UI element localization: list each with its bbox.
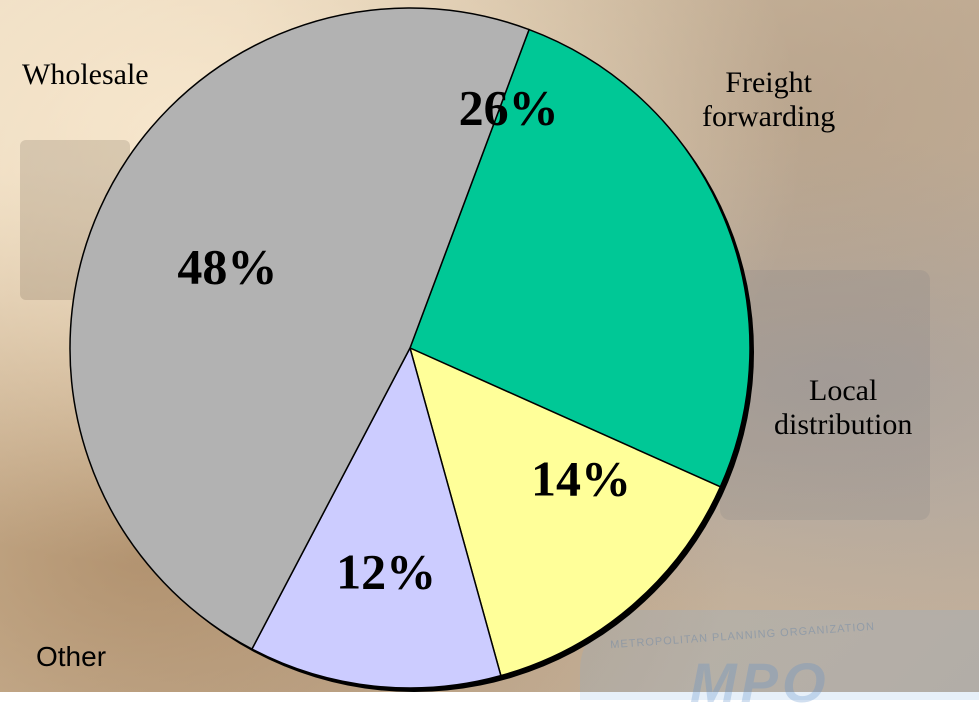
pie-value-label-local-distribution: 12%	[336, 544, 436, 600]
category-label-local-line2: distribution	[774, 408, 913, 441]
category-label-other-text: Other	[36, 641, 107, 672]
category-label-freight-line1: Freight	[725, 66, 812, 99]
category-label-local-distribution: Local distribution	[774, 374, 912, 442]
category-label-wholesale: Wholesale	[22, 58, 149, 92]
pie-slices	[69, 7, 754, 692]
pie-slice-other	[69, 7, 531, 651]
pie-chart: 26% 14% 12% 48%	[69, 7, 754, 692]
pie-slice-local-distribution	[250, 345, 502, 689]
pie-value-label-wholesale: 26%	[459, 79, 559, 135]
mpo-logo-badge	[580, 610, 979, 700]
pie-value-labels: 26% 14% 12% 48%	[177, 79, 631, 599]
pie-value-label-other: 48%	[177, 238, 277, 294]
pie-value-label-freight-forwarding: 14%	[531, 450, 631, 506]
category-label-freight-line2: forwarding	[702, 100, 836, 133]
pie-slice-freight-forwarding	[408, 346, 722, 677]
category-label-other: Other	[36, 640, 106, 674]
category-label-local-line1: Local	[809, 374, 878, 407]
category-label-freight-forwarding: Freight forwarding	[702, 66, 835, 134]
pie-slice-wholesale	[409, 28, 751, 488]
category-label-wholesale-text: Wholesale	[22, 58, 149, 91]
